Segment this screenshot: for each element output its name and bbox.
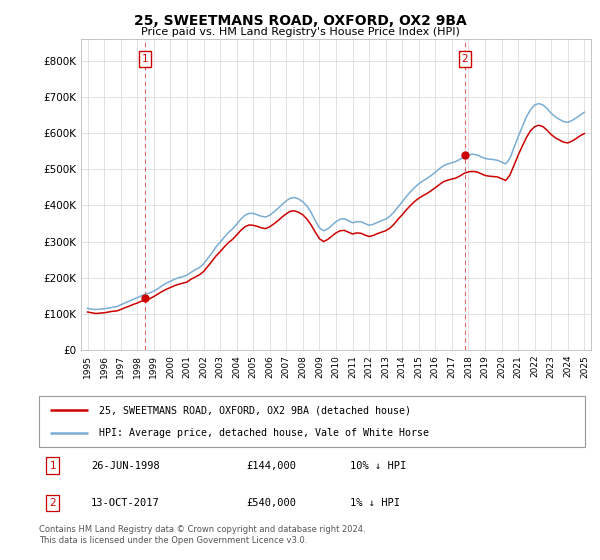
Text: 1: 1 (142, 54, 149, 64)
Text: Contains HM Land Registry data © Crown copyright and database right 2024.
This d: Contains HM Land Registry data © Crown c… (39, 525, 365, 545)
Text: 26-JUN-1998: 26-JUN-1998 (91, 460, 160, 470)
Text: HPI: Average price, detached house, Vale of White Horse: HPI: Average price, detached house, Vale… (99, 428, 429, 438)
Text: 2: 2 (461, 54, 468, 64)
Text: 2: 2 (49, 498, 56, 508)
Text: Price paid vs. HM Land Registry's House Price Index (HPI): Price paid vs. HM Land Registry's House … (140, 27, 460, 37)
Text: £540,000: £540,000 (247, 498, 296, 508)
Text: 10% ↓ HPI: 10% ↓ HPI (350, 460, 406, 470)
Text: £144,000: £144,000 (247, 460, 296, 470)
Text: 1: 1 (49, 460, 56, 470)
Text: 25, SWEETMANS ROAD, OXFORD, OX2 9BA (detached house): 25, SWEETMANS ROAD, OXFORD, OX2 9BA (det… (99, 405, 411, 415)
Text: 13-OCT-2017: 13-OCT-2017 (91, 498, 160, 508)
Text: 1% ↓ HPI: 1% ↓ HPI (350, 498, 400, 508)
Text: 25, SWEETMANS ROAD, OXFORD, OX2 9BA: 25, SWEETMANS ROAD, OXFORD, OX2 9BA (134, 14, 466, 28)
